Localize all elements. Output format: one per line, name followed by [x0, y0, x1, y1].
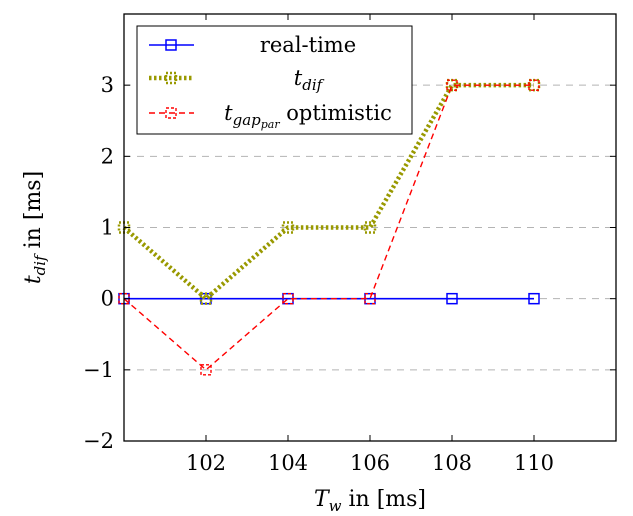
legend-swatches: [149, 39, 194, 119]
y-tick-label-1: 1: [101, 216, 114, 240]
legend: real-time tdif tgappar optimistic: [136, 25, 413, 135]
x-axis-label-symbol: T: [314, 487, 331, 512]
legend-swatch-marker-1: [164, 71, 178, 85]
y-tick-label-0: 0: [101, 287, 114, 311]
series-0: [118, 292, 540, 305]
y-axis-label-symbol: t: [21, 275, 46, 284]
series-1-marker-104: [281, 221, 295, 234]
legend-entry-t-gap-symbol: t: [224, 101, 233, 125]
series-2-marker-106: [364, 292, 376, 305]
legend-entry-t-dif-subscript: dif: [302, 76, 324, 94]
legend-entry-t-gap-rest: optimistic: [280, 101, 392, 125]
y-tick-label-2: 2: [101, 144, 114, 168]
legend-entry-t-gap-subsubscript: par: [261, 118, 281, 131]
legend-entry-real-time-label: real-time: [260, 33, 356, 57]
y-tick-label-2: −2: [83, 429, 114, 453]
y-tick-label-1: −1: [83, 358, 114, 382]
y-axis-label-subscript: dif: [31, 253, 49, 275]
legend-entry-t-dif-symbol: t: [294, 66, 303, 90]
series-0-marker-108: [446, 292, 458, 305]
y-tick-label-3: 3: [101, 73, 114, 97]
legend-entry-real-time: real-time: [260, 33, 356, 57]
series-2-marker-102: [200, 364, 212, 376]
x-axis-label-subscript: w: [329, 497, 342, 515]
legend-entry-t-gap-optimistic: tgappar optimistic: [224, 101, 392, 131]
series-1-marker-102: [199, 292, 213, 305]
legend-swatch-marker-0: [165, 39, 177, 51]
legend-swatch-marker-2: [165, 107, 177, 119]
series-2-line: [123, 84, 534, 371]
legend-entry-t-dif: tdif: [294, 66, 325, 94]
series-0-marker-110: [528, 292, 540, 305]
y-axis-label: tdif in [ms]: [21, 171, 49, 284]
series-2-marker-104: [282, 292, 294, 305]
x-tick-label-108: 108: [432, 451, 472, 475]
series-2-marker-108: [446, 79, 458, 91]
x-axis-label-unit: in [ms]: [342, 487, 427, 512]
x-tick-label-104: 104: [268, 451, 308, 475]
legend-box: [136, 25, 413, 135]
axis-ticks: 102 104 106 108 110 −2 −1 0 1 2 3: [83, 14, 616, 475]
x-tick-label-110: 110: [514, 451, 554, 475]
series-2-marker-110: [528, 79, 540, 91]
y-axis-label-unit: in [ms]: [21, 171, 46, 256]
x-tick-label-106: 106: [350, 451, 390, 475]
x-tick-label-102: 102: [186, 451, 226, 475]
legend-entry-t-gap-subscript: gap: [233, 111, 262, 129]
x-axis-label: Tw in [ms]: [314, 487, 426, 515]
series-1-marker-106: [363, 221, 377, 234]
